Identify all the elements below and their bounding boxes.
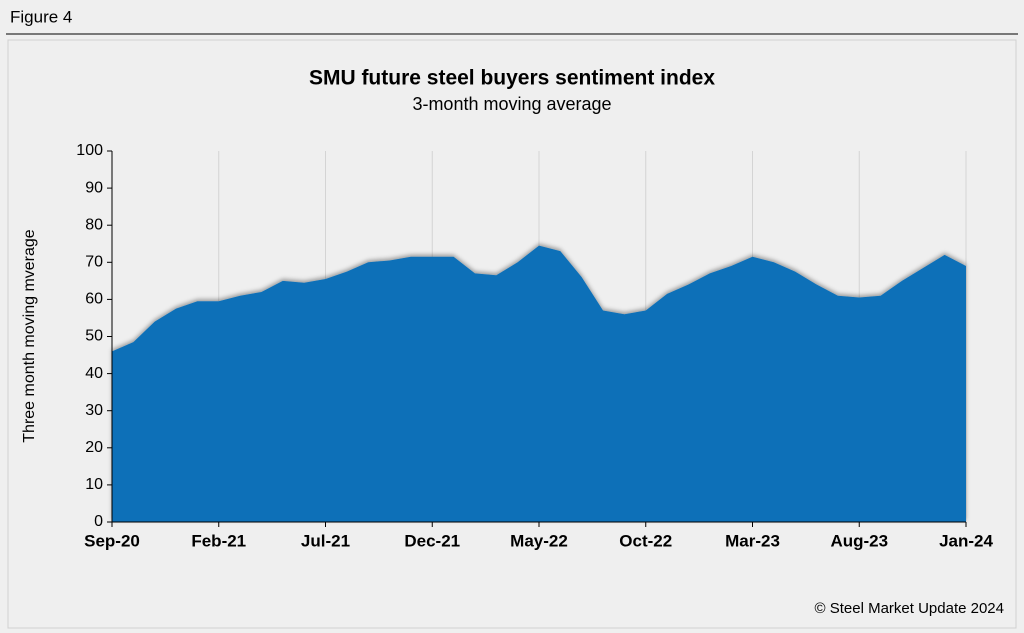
x-tick-label: Jul-21 xyxy=(301,531,350,550)
x-tick-label: Feb-21 xyxy=(191,531,246,550)
x-tick-label: Oct-22 xyxy=(619,531,672,550)
chart-subtitle: 3-month moving average xyxy=(412,94,611,114)
chart-title: SMU future steel buyers sentiment index xyxy=(309,67,715,90)
y-tick-label: 60 xyxy=(85,291,103,308)
figure-label: Figure 4 xyxy=(10,7,72,26)
y-tick-label: 40 xyxy=(85,365,103,382)
x-tick-label: Jan-24 xyxy=(939,531,993,550)
y-tick-label: 20 xyxy=(85,439,103,456)
y-tick-label: 80 xyxy=(85,216,103,233)
y-tick-label: 10 xyxy=(85,476,103,493)
y-tick-label: 90 xyxy=(85,179,103,196)
y-axis-label: Three month moving mverage xyxy=(21,229,38,443)
x-tick-label: May-22 xyxy=(510,531,568,550)
y-tick-label: 30 xyxy=(85,402,103,419)
area xyxy=(112,245,966,523)
y-tick-label: 70 xyxy=(85,254,103,271)
y-tick-label: 50 xyxy=(85,328,103,345)
y-tick-label: 100 xyxy=(76,142,103,159)
x-tick-label: Dec-21 xyxy=(404,531,460,550)
x-tick-label: Sep-20 xyxy=(84,531,140,550)
x-tick-label: Mar-23 xyxy=(725,531,780,550)
y-tick-label: 0 xyxy=(94,513,103,530)
x-tick-label: Aug-23 xyxy=(830,531,888,550)
source: © Steel Market Update 2024 xyxy=(815,600,1005,617)
